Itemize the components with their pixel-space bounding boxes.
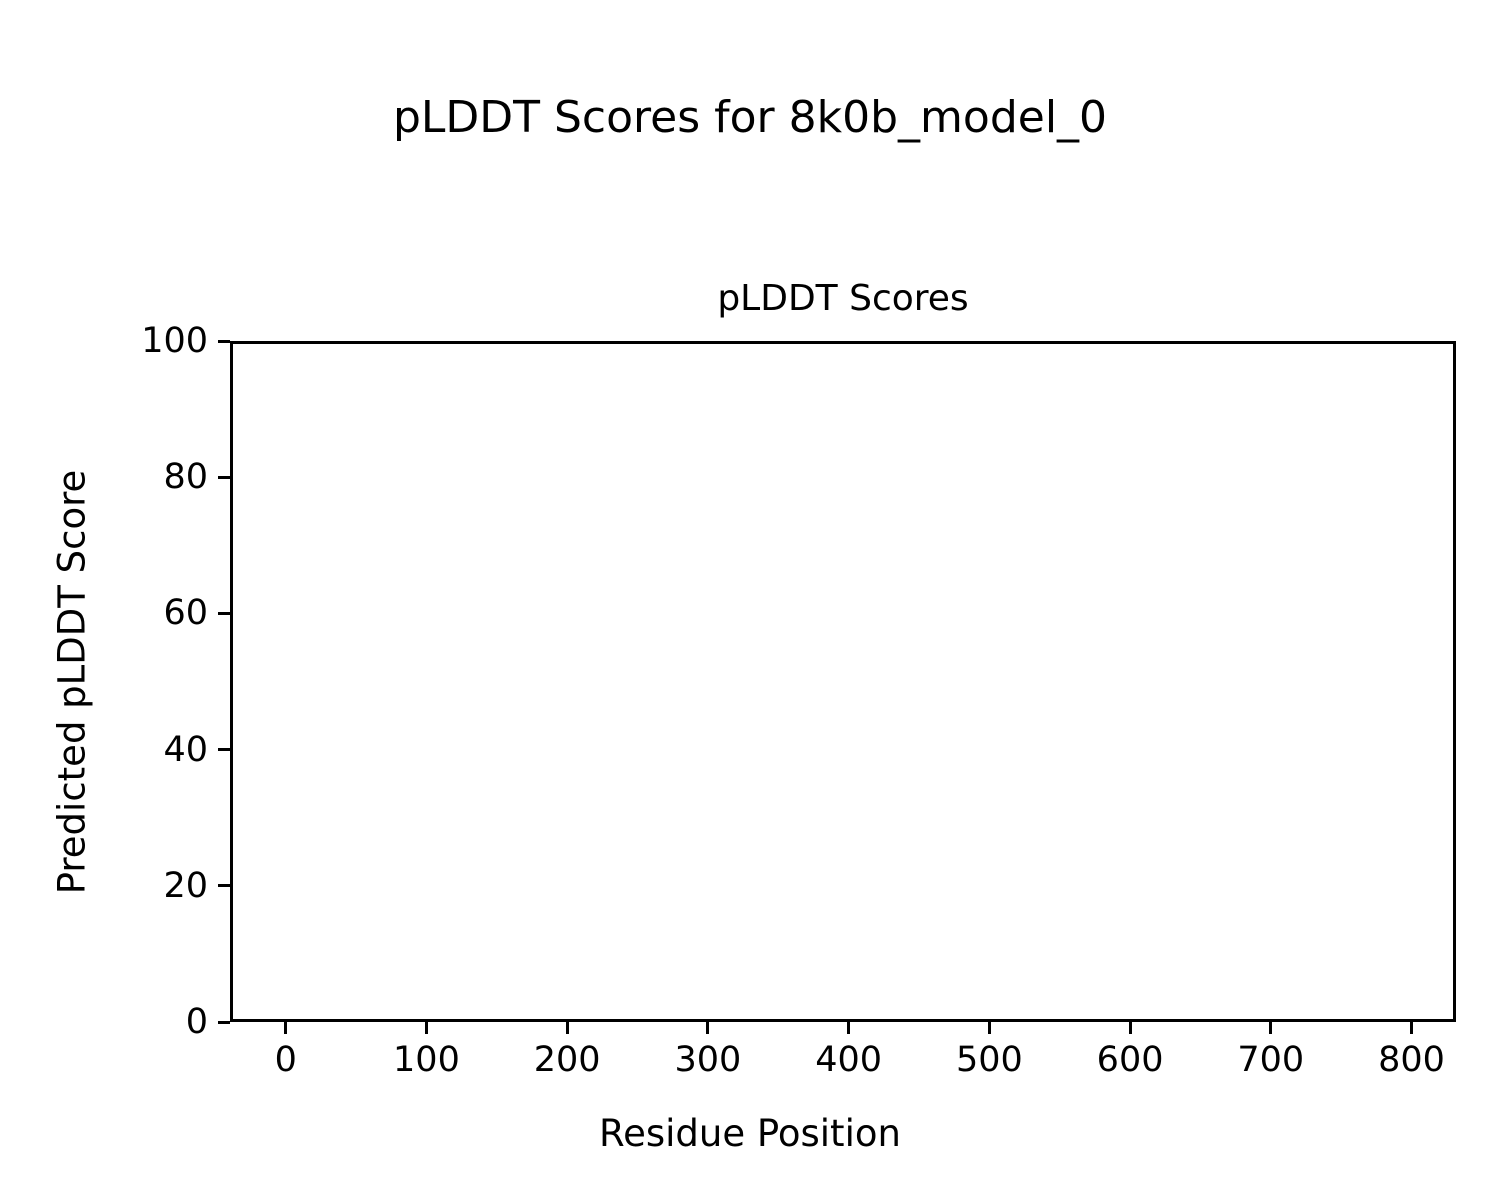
- y-tick-mark: [218, 475, 230, 479]
- x-tick-label: 400: [815, 1040, 883, 1080]
- x-tick-label: 300: [674, 1040, 742, 1080]
- x-tick-label: 100: [393, 1040, 460, 1080]
- y-tick-mark: [218, 748, 230, 752]
- y-tick-label: 20: [163, 865, 208, 906]
- x-tick-label: 0: [274, 1040, 297, 1080]
- x-tick-label: 500: [955, 1040, 1023, 1080]
- y-tick-label: 60: [163, 593, 208, 634]
- x-tick-label: 700: [1237, 1040, 1305, 1080]
- plot-frame: [230, 341, 1456, 1022]
- x-tick-label: 600: [1096, 1040, 1164, 1080]
- y-tick-mark: [218, 339, 230, 343]
- y-tick-label: 80: [163, 457, 208, 498]
- y-tick-label: 100: [141, 321, 208, 361]
- y-tick-mark: [218, 611, 230, 615]
- x-tick-mark: [424, 1022, 428, 1034]
- y-tick-mark: [218, 1020, 230, 1024]
- x-tick-mark: [1128, 1022, 1132, 1034]
- x-tick-mark: [284, 1022, 288, 1034]
- y-tick-mark: [218, 884, 230, 888]
- axes-title: pLDDT Scores: [717, 278, 969, 319]
- x-axis-label: Residue Position: [599, 1112, 901, 1155]
- y-axis-label: Predicted pLDDT Score: [50, 469, 94, 895]
- x-tick-mark: [565, 1022, 569, 1034]
- x-tick-mark: [1269, 1022, 1273, 1034]
- x-tick-label: 800: [1378, 1040, 1445, 1080]
- x-tick-mark: [987, 1022, 991, 1034]
- x-tick-mark: [706, 1022, 710, 1034]
- x-tick-mark: [1410, 1022, 1414, 1034]
- y-tick-label: 40: [163, 729, 208, 770]
- x-tick-label: 200: [533, 1040, 601, 1080]
- y-tick-label: 0: [185, 1002, 208, 1042]
- x-tick-mark: [847, 1022, 851, 1034]
- figure-suptitle: pLDDT Scores for 8k0b_model_0: [392, 92, 1108, 143]
